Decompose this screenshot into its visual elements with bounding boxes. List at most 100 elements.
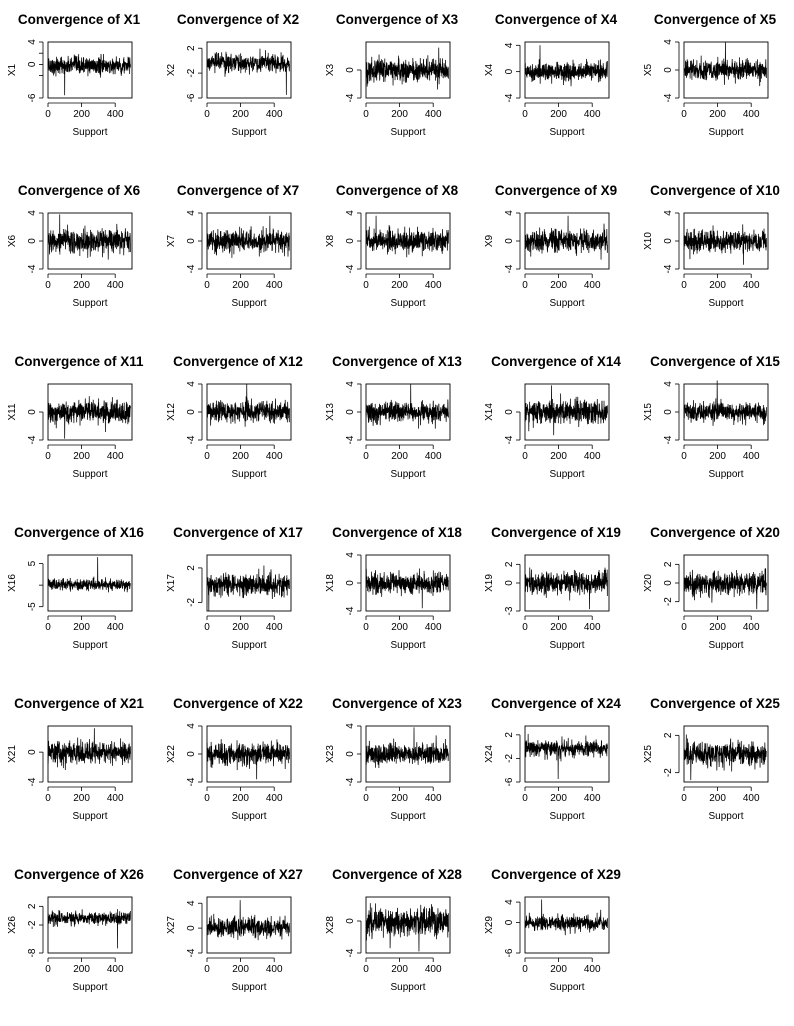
x-axis-label: Support: [390, 469, 425, 480]
x-tick-label: 200: [391, 280, 408, 291]
y-tick-label: -2: [27, 920, 38, 929]
x-tick-label: 400: [584, 451, 601, 462]
x-tick-label: 0: [363, 622, 369, 633]
x-tick-label: 0: [45, 109, 51, 120]
x-tick-label: 200: [709, 451, 726, 462]
y-axis-label: X5: [643, 63, 654, 76]
x-tick-label: 400: [584, 280, 601, 291]
x-tick-label: 0: [522, 109, 528, 120]
x-tick-label: 0: [45, 451, 51, 462]
y-tick-label: 4: [663, 39, 674, 45]
chart-title: Convergence of X23: [332, 696, 462, 711]
y-axis-label: X17: [166, 574, 177, 592]
x-tick-label: 400: [425, 109, 442, 120]
plot-frame: [683, 41, 769, 99]
x-tick-label: 400: [425, 280, 442, 291]
trace-plot-x24: Convergence of X24 X24 Support 0 200 400 -6 -2 2: [484, 696, 621, 822]
x-tick-label: 0: [681, 109, 687, 120]
x-tick-label: 200: [391, 451, 408, 462]
y-tick-label: 4: [345, 381, 356, 387]
chart-title: Convergence of X9: [495, 183, 617, 198]
y-axis-label: X11: [7, 403, 18, 420]
y-axis-label: X19: [484, 574, 495, 592]
y-tick-label: 4: [504, 899, 515, 905]
trace-plot-x25: Convergence of X25 X25 Support 0 200 400 -2 2: [643, 696, 780, 822]
x-axis-label: Support: [390, 640, 425, 651]
y-tick-label: -6: [504, 948, 515, 957]
panel-x2: Convergence of X2 X2 Support 0 200 400 -6 -2 2: [159, 0, 317, 171]
y-tick-label: -4: [663, 435, 674, 444]
y-tick-label: 0: [345, 238, 356, 244]
y-tick-label: 0: [186, 238, 197, 244]
y-tick-label: -4: [504, 93, 515, 102]
y-tick-label: -4: [186, 948, 197, 957]
y-tick-label: 0: [504, 68, 515, 74]
panel-x23: Convergence of X23 X23 Support 0 200 400 -4 0 4: [318, 684, 476, 855]
x-tick-label: 0: [45, 280, 51, 291]
x-tick-label: 200: [73, 793, 90, 804]
y-tick-label: 2: [663, 732, 674, 738]
x-tick-label: 400: [584, 622, 601, 633]
y-axis-label: X10: [643, 232, 654, 250]
x-tick-label: 200: [709, 280, 726, 291]
trace-plot-x22: Convergence of X22 X22 Support 0 200 400 -4 0 4: [166, 696, 303, 822]
series-line-x20: [683, 568, 767, 610]
x-tick-label: 400: [743, 622, 760, 633]
y-tick-label: 4: [186, 723, 197, 729]
plot-frame: [47, 41, 133, 99]
x-tick-label: 400: [266, 280, 283, 291]
plot-frame: [524, 41, 610, 99]
panel-x28: Convergence of X28 X28 Support 0 200 400 -4 0: [318, 855, 476, 1026]
trace-plot-x20: Convergence of X20 X20 Support 0 200 400 -2 0 2: [643, 525, 780, 651]
trace-plot-x3: Convergence of X3 X3 Support 0 200 400 -4 0: [325, 12, 459, 138]
y-tick-label: 0: [504, 409, 515, 415]
panel-x3: Convergence of X3 X3 Support 0 200 400 -4 0: [318, 0, 476, 171]
y-axis-label: X12: [166, 403, 177, 421]
y-tick-label: -2: [663, 768, 674, 777]
y-axis-label: X21: [7, 745, 18, 763]
x-axis-label: Support: [390, 811, 425, 822]
y-tick-label: -4: [186, 435, 197, 444]
trace-plot-x19: Convergence of X19 X19 Support 0 200 400 -3 0 2: [484, 525, 621, 651]
y-tick-label: 4: [663, 381, 674, 387]
x-axis-label: Support: [231, 469, 266, 480]
x-tick-label: 200: [709, 793, 726, 804]
chart-title: Convergence of X17: [173, 525, 303, 540]
x-axis-label: Support: [231, 298, 266, 309]
trace-plot-x28: Convergence of X28 X28 Support 0 200 400 -4 0: [325, 867, 462, 993]
chart-title: Convergence of X8: [336, 183, 459, 198]
chart-title: Convergence of X15: [650, 354, 780, 369]
y-axis-label: X27: [166, 916, 177, 934]
panel-x1: Convergence of X1 X1 Support 0 200 400 -6 0 4: [0, 0, 158, 171]
series-line-x18: [365, 568, 449, 609]
y-tick-label: -6: [186, 93, 197, 102]
x-tick-label: 200: [232, 109, 249, 120]
series-line-x7: [206, 215, 290, 258]
x-tick-label: 400: [266, 622, 283, 633]
y-tick-label: -5: [27, 602, 38, 611]
y-tick-label: -6: [27, 93, 38, 102]
x-tick-label: 200: [709, 109, 726, 120]
y-tick-label: 4: [27, 39, 38, 45]
x-axis-label: Support: [390, 298, 425, 309]
series-line-x8: [365, 215, 449, 258]
y-tick-label: 2: [504, 561, 515, 567]
x-axis-label: Support: [231, 127, 266, 138]
y-tick-label: 4: [504, 210, 515, 216]
plot-frame: [47, 554, 133, 612]
x-tick-label: 400: [425, 964, 442, 975]
chart-title: Convergence of X26: [14, 867, 144, 882]
trace-plot-x8: Convergence of X8 X8 Support 0 200 400 -4 0 4: [325, 183, 459, 309]
y-axis-label: X9: [484, 234, 495, 247]
chart-title: Convergence of X7: [177, 183, 299, 198]
y-tick-label: 4: [186, 210, 197, 216]
y-tick-label: 0: [345, 751, 356, 757]
y-tick-label: -4: [27, 264, 38, 273]
x-tick-label: 400: [107, 280, 124, 291]
x-axis-label: Support: [708, 127, 743, 138]
x-tick-label: 200: [73, 280, 90, 291]
y-tick-label: -4: [345, 948, 356, 957]
x-tick-label: 400: [425, 793, 442, 804]
x-tick-label: 0: [522, 451, 528, 462]
y-axis-label: X16: [7, 574, 18, 592]
